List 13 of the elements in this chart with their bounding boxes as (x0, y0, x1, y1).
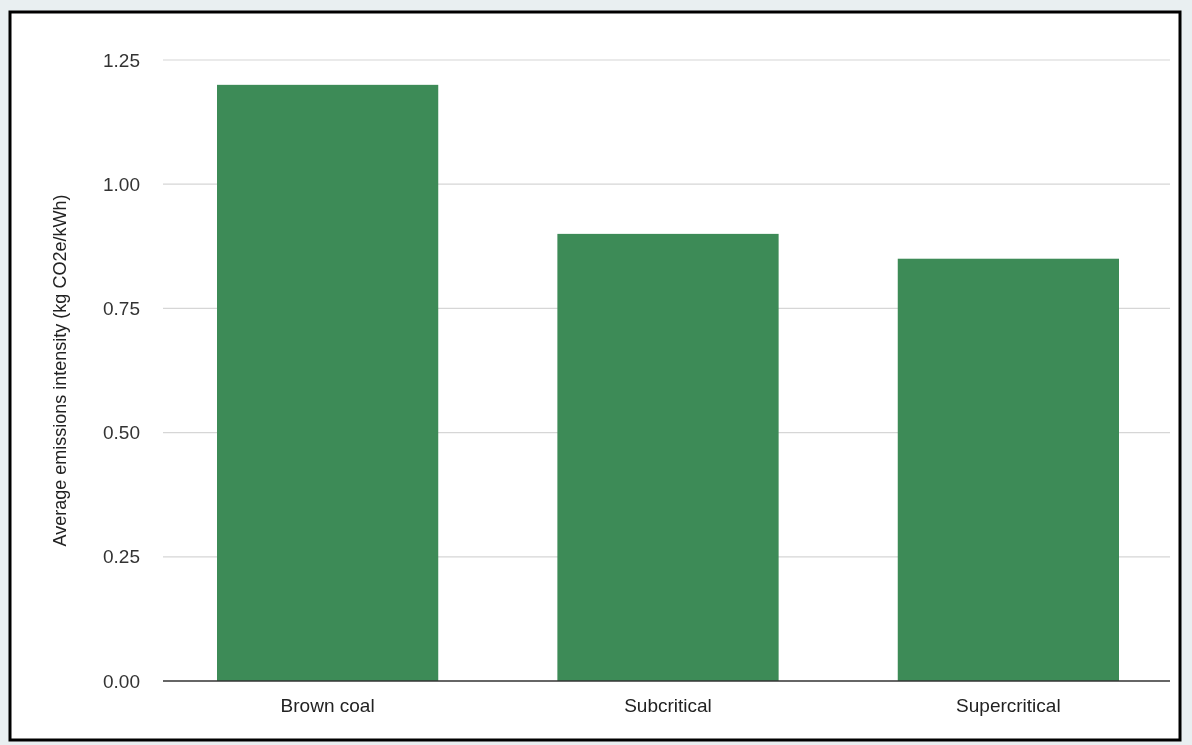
y-axis-title: Average emissions intensity (kg CO2e/kWh) (50, 194, 70, 547)
y-tick-label: 0.25 (103, 546, 140, 568)
y-tick-label: 0.00 (103, 670, 140, 692)
x-tick-label: Subcritical (624, 695, 712, 716)
x-tick-label: Brown coal (280, 695, 375, 716)
x-tick-label: Supercritical (956, 695, 1061, 716)
bar (557, 233, 779, 681)
y-tick-label: 1.00 (103, 173, 140, 195)
bar (217, 84, 439, 681)
y-tick-label: 0.75 (103, 298, 140, 320)
y-tick-label: 1.25 (103, 49, 140, 71)
y-tick-label: 0.50 (103, 422, 140, 444)
bar (897, 258, 1119, 681)
